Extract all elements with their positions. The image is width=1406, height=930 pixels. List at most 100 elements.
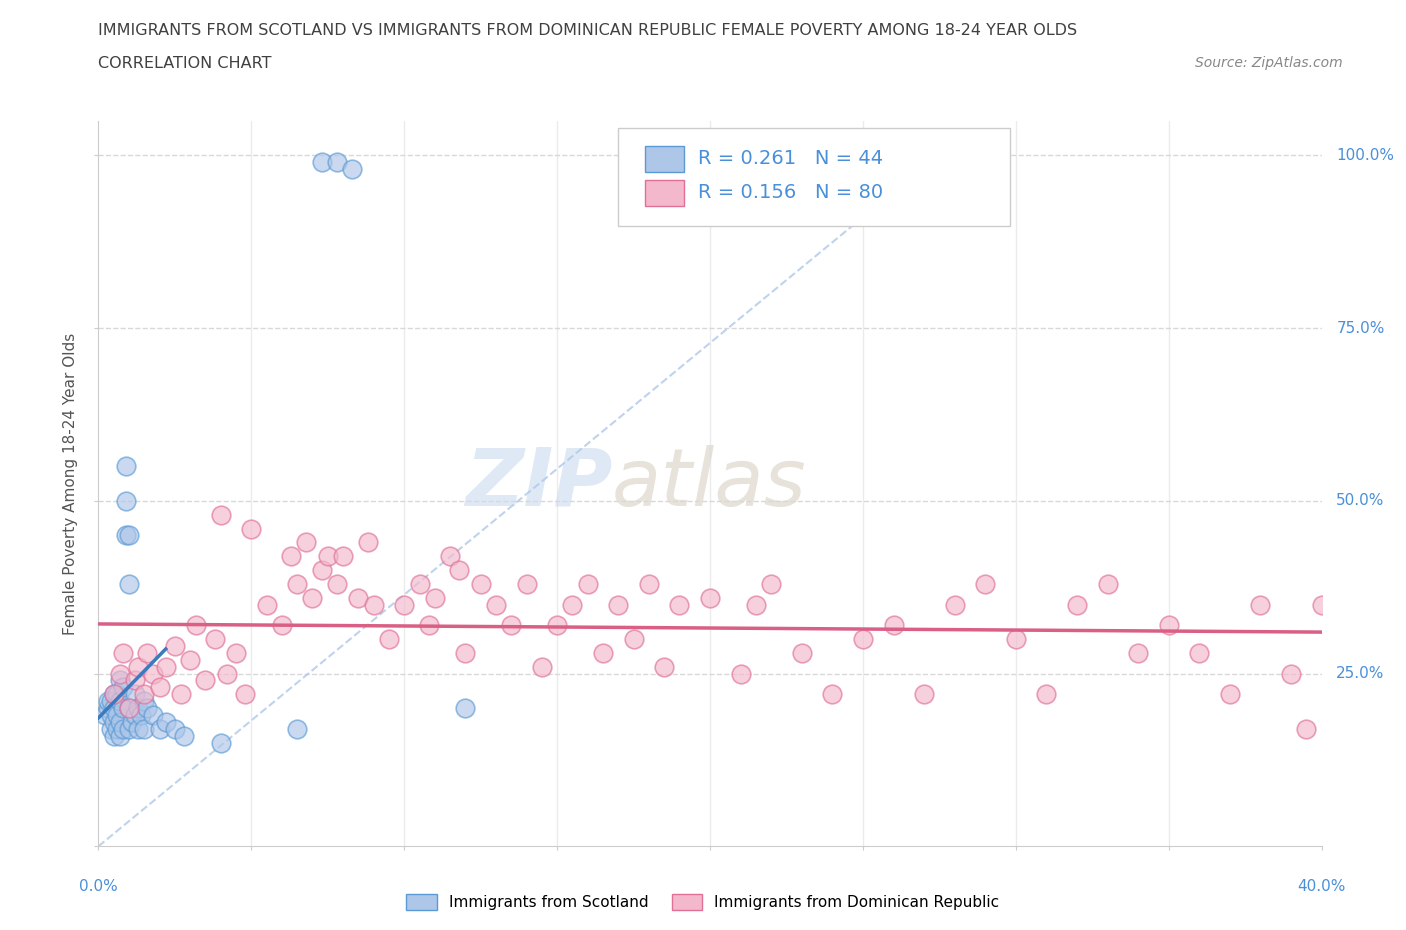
Point — [121, 714, 143, 729]
Point — [105, 687, 128, 702]
Point — [155, 659, 177, 674]
Point — [111, 700, 134, 715]
Point — [108, 728, 131, 743]
Text: 100.0%: 100.0% — [1336, 148, 1395, 163]
Point — [127, 700, 149, 715]
Point — [439, 549, 461, 564]
Point — [652, 659, 675, 674]
Point — [100, 694, 122, 709]
Point — [97, 700, 120, 715]
Point — [423, 591, 446, 605]
Point — [449, 563, 471, 578]
Point — [155, 714, 177, 729]
Text: CORRELATION CHART: CORRELATION CHART — [98, 56, 271, 71]
Point — [173, 728, 195, 743]
Point — [974, 577, 997, 591]
Point — [118, 577, 141, 591]
Text: 75.0%: 75.0% — [1336, 321, 1385, 336]
Point — [103, 700, 125, 715]
Point — [363, 597, 385, 612]
Point — [100, 722, 122, 737]
Point — [1249, 597, 1271, 612]
Point — [111, 722, 134, 737]
Point — [280, 549, 302, 564]
Point — [127, 659, 149, 674]
Point — [149, 722, 172, 737]
Point — [103, 687, 125, 702]
Point — [115, 494, 138, 509]
Point — [392, 597, 416, 612]
Point — [233, 687, 256, 702]
Point — [194, 673, 217, 688]
Point — [93, 708, 115, 723]
Point — [225, 645, 247, 660]
Point — [326, 577, 349, 591]
Point — [637, 577, 661, 591]
Point — [136, 700, 159, 715]
Point — [592, 645, 614, 660]
Point — [326, 155, 349, 170]
Point — [149, 680, 172, 695]
Point — [100, 708, 122, 723]
FancyBboxPatch shape — [619, 128, 1010, 226]
Text: 0.0%: 0.0% — [79, 879, 118, 894]
Point — [170, 687, 193, 702]
Point — [115, 458, 138, 473]
Point — [530, 659, 553, 674]
Point — [1279, 666, 1302, 681]
Point — [316, 549, 339, 564]
Y-axis label: Female Poverty Among 18-24 Year Olds: Female Poverty Among 18-24 Year Olds — [63, 333, 79, 635]
Point — [912, 687, 935, 702]
Point — [204, 631, 226, 646]
Point — [111, 645, 134, 660]
Point — [1188, 645, 1211, 660]
Point — [285, 577, 308, 591]
Text: atlas: atlas — [612, 445, 807, 523]
Point — [285, 722, 308, 737]
Point — [501, 618, 523, 632]
Point — [115, 528, 138, 543]
Point — [111, 680, 134, 695]
Point — [215, 666, 238, 681]
Point — [108, 666, 131, 681]
Point — [418, 618, 440, 632]
Point — [470, 577, 492, 591]
Point — [852, 631, 875, 646]
Point — [256, 597, 278, 612]
Point — [378, 631, 401, 646]
Point — [103, 728, 125, 743]
Point — [209, 736, 232, 751]
Point — [134, 694, 156, 709]
Point — [1219, 687, 1241, 702]
Point — [623, 631, 645, 646]
Point — [745, 597, 768, 612]
Point — [142, 708, 165, 723]
Text: 40.0%: 40.0% — [1298, 879, 1346, 894]
Point — [607, 597, 630, 612]
Point — [759, 577, 782, 591]
Point — [124, 687, 146, 702]
Point — [883, 618, 905, 632]
Point — [485, 597, 508, 612]
Point — [108, 673, 131, 688]
Point — [454, 645, 477, 660]
Point — [311, 155, 333, 170]
Point — [454, 700, 477, 715]
Point — [1295, 722, 1317, 737]
Point — [1066, 597, 1088, 612]
Point — [311, 563, 333, 578]
Point — [134, 722, 156, 737]
Point — [332, 549, 354, 564]
Point — [1157, 618, 1180, 632]
Point — [118, 528, 141, 543]
Text: ZIP: ZIP — [465, 445, 612, 523]
Point — [347, 591, 370, 605]
Point — [129, 708, 152, 723]
Point — [124, 673, 146, 688]
Point — [124, 708, 146, 723]
Point — [118, 700, 141, 715]
Text: IMMIGRANTS FROM SCOTLAND VS IMMIGRANTS FROM DOMINICAN REPUBLIC FEMALE POVERTY AM: IMMIGRANTS FROM SCOTLAND VS IMMIGRANTS F… — [98, 23, 1077, 38]
Point — [103, 687, 125, 702]
Point — [270, 618, 292, 632]
Point — [142, 666, 165, 681]
